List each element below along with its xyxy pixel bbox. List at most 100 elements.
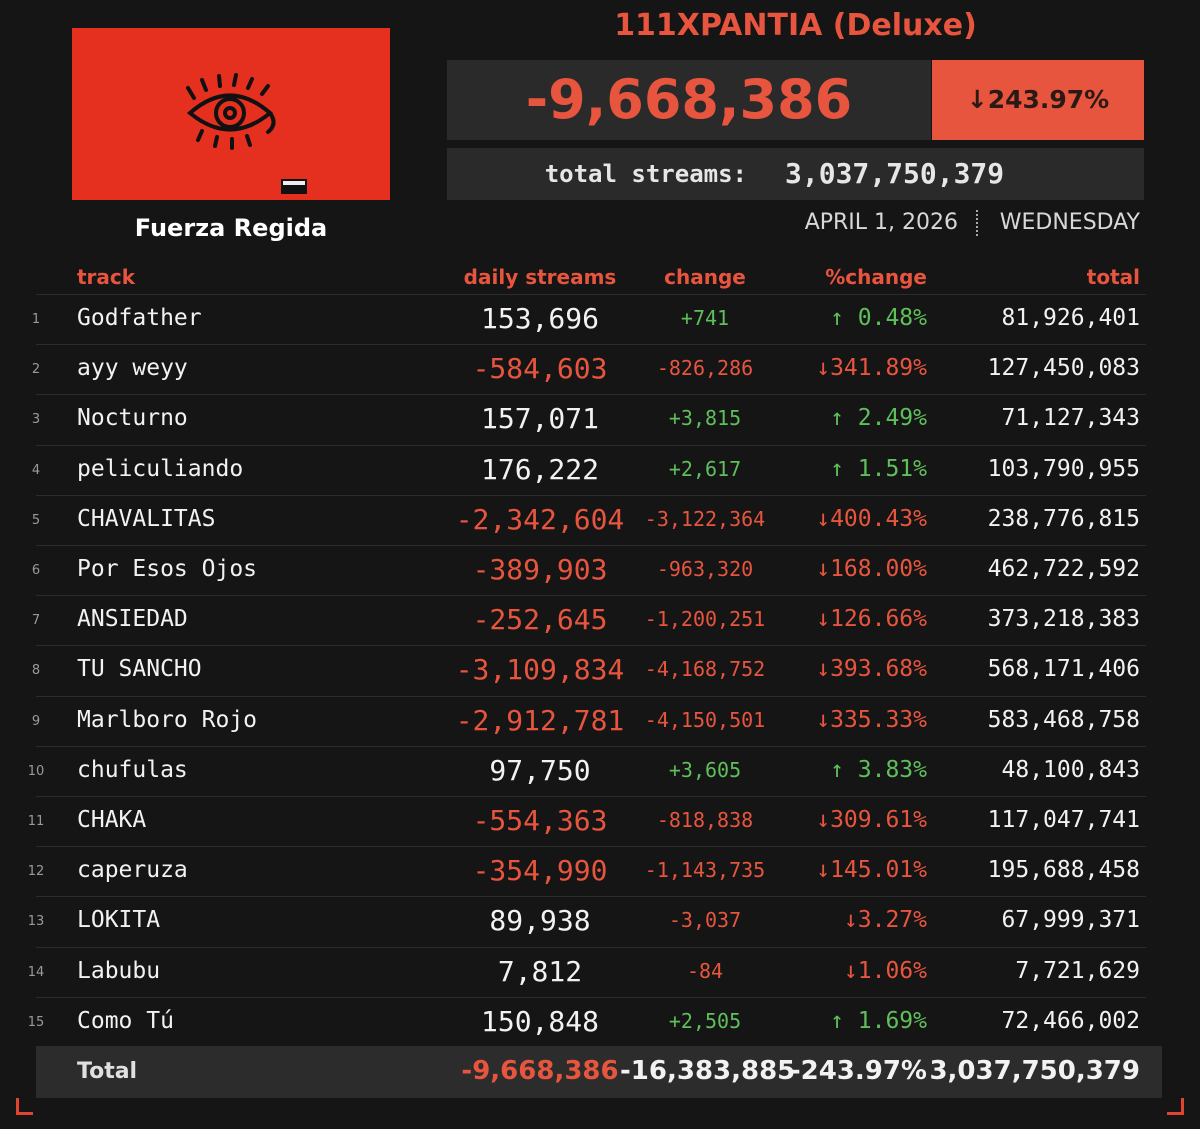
- row-divider: [36, 294, 1146, 295]
- total: 127,450,083: [987, 355, 1140, 382]
- total: 103,790,955: [987, 455, 1140, 482]
- track-name: LOKITA: [77, 907, 161, 934]
- total: 583,468,758: [987, 706, 1140, 733]
- column-header: track: [77, 265, 136, 289]
- row-divider: [36, 946, 1146, 948]
- percent-change: ↓400.43%: [816, 505, 927, 532]
- row-number: 5: [31, 512, 41, 528]
- total: 71,127,343: [1001, 405, 1140, 432]
- total: 568,171,406: [987, 656, 1140, 683]
- row-divider: [36, 695, 1146, 697]
- weekday: WEDNESDAY: [999, 210, 1140, 235]
- column-header: total: [1086, 265, 1140, 289]
- percent-change: ↑ 3.83%: [830, 756, 927, 783]
- column-header: daily streams: [463, 265, 617, 289]
- daily-streams: -389,903: [472, 553, 608, 586]
- percent-change: ↓168.00%: [816, 556, 927, 582]
- daily-streams: 176,222: [480, 452, 599, 486]
- row-divider: [36, 394, 1146, 396]
- track-name: Como Tú: [77, 1007, 174, 1034]
- change: -4,168,752: [644, 657, 766, 682]
- footer-cell: 3,037,750,379: [929, 1056, 1140, 1086]
- row-number: 12: [27, 864, 45, 880]
- row-divider: [36, 494, 1146, 496]
- total: 7,721,629: [1015, 957, 1140, 984]
- daily-change: -9,668,386: [525, 68, 853, 131]
- total-label: total streams:: [544, 160, 747, 188]
- percent-change: ↓335.33%: [816, 706, 927, 733]
- row-number: 6: [31, 563, 41, 578]
- daily-streams: -3,109,834: [455, 653, 625, 687]
- change: +741: [680, 306, 730, 330]
- change: -818,838: [656, 808, 754, 832]
- track-name: CHAVALITAS: [77, 505, 216, 532]
- row-number: 11: [27, 814, 45, 829]
- separator: [976, 210, 978, 236]
- row-number: 1: [31, 312, 41, 327]
- row-divider: [36, 846, 1146, 848]
- change: -4,150,501: [644, 707, 766, 732]
- total: 67,999,371: [1001, 907, 1140, 934]
- percent-change: ↑ 1.51%: [830, 455, 927, 482]
- track-name: CHAKA: [77, 807, 147, 833]
- track-name: Marlboro Rojo: [77, 706, 258, 733]
- row-number: 15: [27, 1014, 45, 1030]
- total-box: [447, 148, 1144, 200]
- total: 462,722,592: [987, 556, 1140, 582]
- track-name: peliculiando: [77, 455, 244, 482]
- corner: [16, 1098, 33, 1115]
- footer-cell: -16,383,885: [620, 1056, 796, 1086]
- change: -3,122,364: [644, 506, 766, 531]
- track-name: Nocturno: [77, 405, 188, 432]
- row-number: 7: [31, 613, 41, 629]
- change-box: [447, 60, 931, 140]
- date: APRIL 1, 2026: [804, 210, 958, 235]
- daily-streams: 97,750: [489, 753, 591, 787]
- change: -963,320: [656, 557, 754, 581]
- track-name: ANSIEDAD: [77, 606, 188, 633]
- daily-streams: -2,342,604: [455, 502, 625, 536]
- track-name: Godfather: [77, 305, 202, 331]
- change: -3,037: [668, 908, 742, 933]
- percent-change: ↑ 0.48%: [830, 305, 927, 331]
- daily-streams: 153,696: [480, 302, 599, 335]
- daily-streams: 89,938: [489, 904, 591, 938]
- row-divider: [36, 896, 1146, 898]
- percent-change: ↑ 2.49%: [830, 405, 927, 432]
- total: 195,688,458: [987, 857, 1140, 884]
- change: -84: [686, 958, 724, 983]
- daily-streams: 7,812: [497, 954, 583, 988]
- change: +2,617: [668, 456, 742, 481]
- percent-change: ↓126.66%: [816, 606, 927, 633]
- row-number: 2: [31, 362, 41, 378]
- percent-change: ↓309.61%: [816, 807, 927, 833]
- change: -826,286: [656, 356, 754, 381]
- artist-name: Fuerza Regida: [134, 214, 328, 242]
- total: 373,218,383: [987, 606, 1140, 633]
- row-number: 13: [27, 914, 45, 930]
- percent-change: ↓3.27%: [843, 907, 927, 934]
- percent-change: ↑ 1.69%: [830, 1007, 927, 1034]
- album-art: [72, 28, 390, 200]
- change: -1,200,251: [644, 607, 766, 632]
- total-streams: 3,037,750,379: [785, 157, 1005, 190]
- row-number: 14: [27, 964, 45, 980]
- percent-change: ↓243.97%: [932, 60, 1144, 140]
- corner: [1167, 1098, 1184, 1115]
- column-header: change: [664, 265, 746, 289]
- change: +3,605: [668, 757, 742, 782]
- track-name: chufulas: [77, 756, 188, 783]
- daily-streams: 150,848: [480, 1004, 599, 1038]
- total: 72,466,002: [1001, 1007, 1140, 1034]
- row-divider: [36, 595, 1146, 597]
- total: 81,926,401: [1001, 305, 1140, 331]
- daily-streams: -354,990: [472, 854, 608, 888]
- row-divider: [36, 996, 1146, 998]
- daily-streams: -2,912,781: [455, 703, 625, 737]
- track-name: Por Esos Ojos: [77, 556, 258, 582]
- row-number: 8: [31, 663, 41, 679]
- row-number: 3: [31, 412, 41, 428]
- track-name: TU SANCHO: [77, 656, 202, 683]
- row-number: 4: [31, 462, 41, 478]
